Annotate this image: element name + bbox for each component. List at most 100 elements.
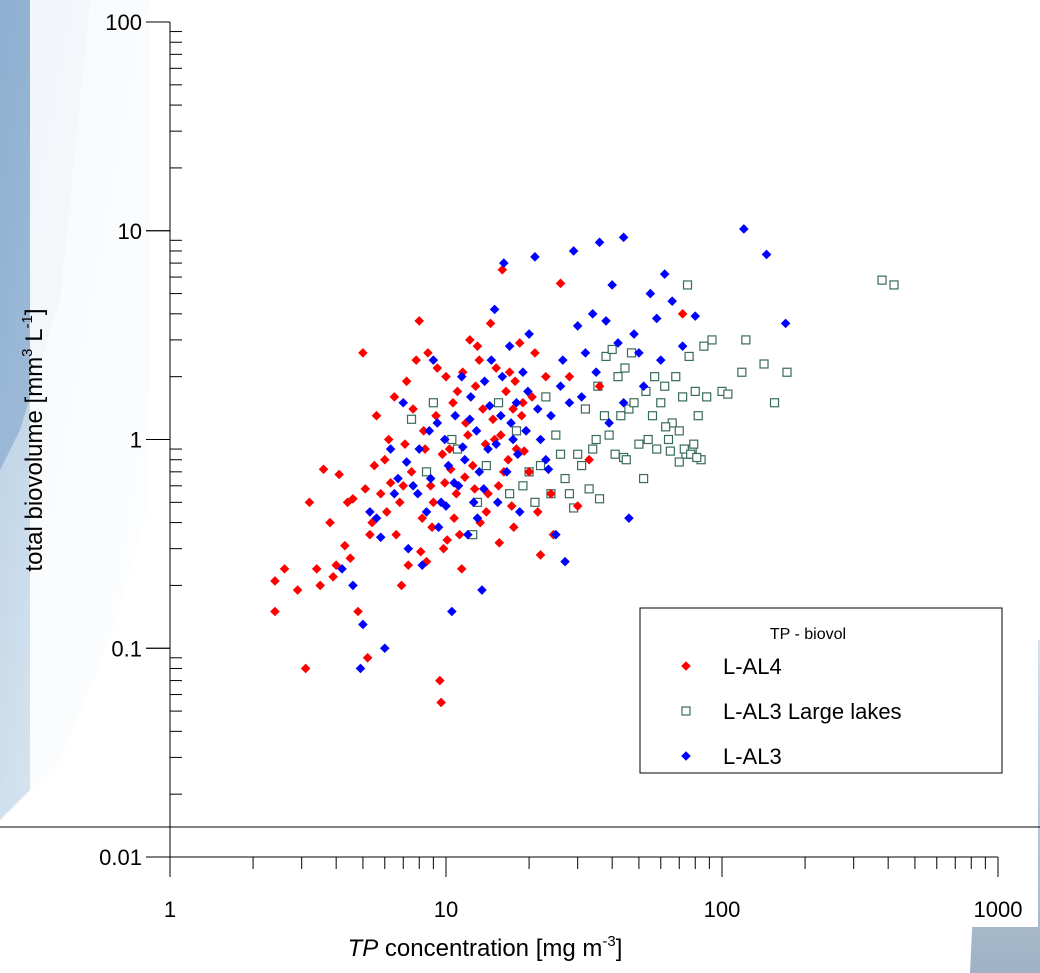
data-point <box>389 392 400 402</box>
data-point <box>532 404 543 414</box>
data-point <box>518 367 528 378</box>
data-point <box>442 535 452 545</box>
y-tick-label: 0.1 <box>111 636 142 661</box>
data-point <box>451 488 462 499</box>
data-point <box>460 472 470 482</box>
data-point <box>564 371 575 382</box>
x-tick-label: 100 <box>704 897 741 922</box>
data-point <box>439 478 450 488</box>
x-axis-title: TP concentration [mg m-3] <box>348 933 623 962</box>
data-point <box>692 452 702 463</box>
data-point <box>480 439 491 449</box>
data-point <box>486 355 497 365</box>
data-point <box>325 517 335 528</box>
data-point <box>425 481 436 491</box>
data-point <box>432 418 443 428</box>
data-point <box>624 513 634 523</box>
data-point <box>514 338 525 348</box>
data-point <box>398 397 409 408</box>
data-point <box>496 430 506 440</box>
data-point <box>432 363 443 373</box>
data-point <box>546 488 556 499</box>
data-point <box>456 564 467 574</box>
data-point <box>780 318 791 329</box>
data-point <box>438 543 449 554</box>
data-point <box>417 513 428 523</box>
data-point <box>647 411 658 421</box>
data-point <box>535 550 546 560</box>
data-point <box>678 392 688 402</box>
data-point <box>484 401 495 411</box>
data-point <box>428 398 438 408</box>
data-point <box>381 507 392 517</box>
data-point <box>510 376 520 387</box>
data-point <box>551 529 561 540</box>
y-axis-title: total biovolume [mm3 L-1] <box>19 308 48 571</box>
data-point <box>485 318 496 329</box>
data-point <box>530 497 540 507</box>
data-point <box>411 355 422 365</box>
legend-title: TP - biovol <box>770 626 846 643</box>
data-point <box>457 442 468 452</box>
data-point <box>463 430 473 440</box>
data-point <box>516 410 527 421</box>
data-point <box>655 355 666 365</box>
data-point <box>604 418 614 428</box>
data-point <box>493 398 504 408</box>
data-point <box>447 606 457 617</box>
data-point <box>358 348 368 358</box>
data-point <box>379 643 390 654</box>
data-point <box>690 386 700 396</box>
plot-background <box>30 0 1038 973</box>
y-tick-label: 100 <box>105 10 142 35</box>
data-point <box>518 481 528 491</box>
data-point <box>448 397 458 408</box>
data-point <box>584 484 594 494</box>
data-point <box>620 363 630 373</box>
data-point <box>624 404 634 414</box>
data-point <box>501 467 512 477</box>
data-point <box>607 344 617 355</box>
data-point <box>394 497 405 508</box>
data-point <box>424 426 435 436</box>
data-point <box>511 444 522 454</box>
data-point <box>449 478 459 488</box>
data-point <box>428 497 439 508</box>
data-point <box>501 386 511 397</box>
data-point <box>334 469 344 480</box>
data-point <box>588 444 598 454</box>
data-point <box>511 426 522 436</box>
data-point <box>616 411 626 421</box>
data-point <box>425 473 436 484</box>
data-point <box>304 497 315 508</box>
data-point <box>481 507 492 517</box>
data-point <box>435 675 445 686</box>
data-point <box>629 398 639 408</box>
data-point <box>360 484 371 494</box>
data-point <box>478 484 489 494</box>
data-point <box>599 411 610 421</box>
data-point <box>340 540 350 551</box>
data-point <box>674 457 684 467</box>
data-point <box>365 507 375 517</box>
data-point <box>421 507 432 517</box>
data-point <box>645 288 656 299</box>
data-point <box>472 341 483 351</box>
legend-label: L-AL3 Large lakes <box>723 699 902 724</box>
data-point <box>355 663 366 674</box>
data-point <box>546 410 556 421</box>
data-point <box>471 426 482 436</box>
data-point <box>496 410 506 421</box>
data-point <box>499 258 509 268</box>
data-point <box>431 410 441 421</box>
x-tick-label: 10 <box>434 897 458 922</box>
data-point <box>541 392 551 402</box>
plot-lower-band <box>60 817 1038 927</box>
data-point <box>433 522 444 533</box>
data-point <box>671 372 681 382</box>
plot-left-band <box>30 0 170 973</box>
legend-label: L-AL4 <box>723 654 782 679</box>
data-point <box>423 348 433 358</box>
data-point <box>421 467 432 477</box>
data-point <box>270 606 280 617</box>
